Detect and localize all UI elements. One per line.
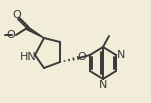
Text: O: O <box>7 30 15 40</box>
Polygon shape <box>26 27 44 38</box>
Text: HN: HN <box>20 52 36 62</box>
Text: N: N <box>99 80 107 90</box>
Text: O: O <box>78 52 86 62</box>
Text: O: O <box>13 10 21 20</box>
Text: N: N <box>117 50 125 60</box>
